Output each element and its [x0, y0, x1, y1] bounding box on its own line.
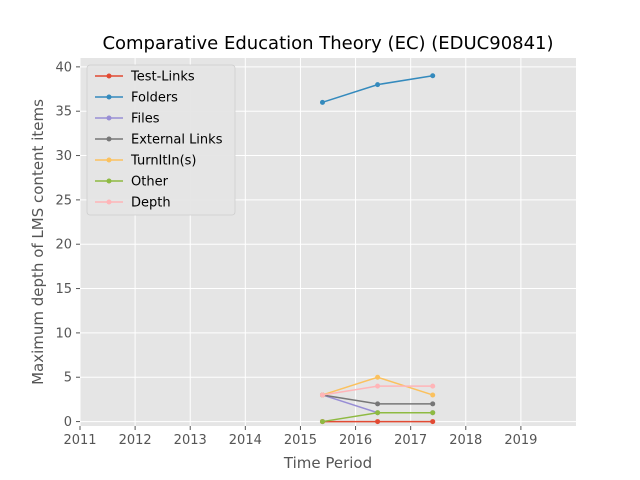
data-point	[375, 383, 381, 389]
x-axis-label: Time Period	[283, 454, 372, 472]
y-tick-label: 15	[55, 282, 72, 297]
y-axis-label: Maximum depth of LMS content items	[29, 99, 47, 385]
legend-item: TurnItIn(s)	[95, 154, 196, 169]
legend-marker	[106, 136, 112, 142]
legend-item: Other	[95, 175, 169, 190]
x-axis: 2011 2012 2013 2014 2015 2016 2017 2018 2019	[63, 426, 537, 448]
legend-label: Test-Links	[130, 70, 195, 85]
legend: Test-Links Folders Files External Links Turn…	[86, 64, 236, 216]
legend-item: Folders	[95, 91, 178, 106]
legend-label: Folders	[131, 91, 178, 106]
data-point	[319, 392, 325, 398]
y-tick-label: 30	[55, 149, 72, 164]
data-point	[430, 383, 436, 389]
x-tick-label: 2018	[449, 433, 482, 448]
legend-marker	[106, 199, 112, 205]
legend-label: External Links	[131, 133, 223, 148]
y-tick-label: 5	[64, 371, 72, 386]
legend-item: External Links	[95, 133, 223, 148]
x-tick-label: 2016	[339, 433, 372, 448]
legend-label: Depth	[131, 196, 171, 211]
series-other	[319, 410, 436, 425]
legend-label: Other	[131, 175, 169, 190]
data-point	[430, 419, 436, 425]
data-point	[319, 419, 325, 425]
legend-box	[86, 64, 236, 216]
legend-marker	[106, 94, 112, 100]
x-tick-label: 2011	[63, 433, 96, 448]
data-point	[375, 410, 381, 416]
legend-item: Test-Links	[95, 70, 195, 85]
legend-label: Files	[131, 112, 160, 127]
x-tick-label: 2014	[229, 433, 262, 448]
data-point	[375, 419, 381, 425]
series-depth	[319, 383, 436, 398]
y-tick-label: 25	[55, 193, 72, 208]
data-point	[430, 392, 436, 398]
data-point	[375, 82, 381, 88]
legend-marker	[106, 115, 112, 121]
x-tick-label: 2017	[394, 433, 427, 448]
series-folders	[319, 73, 436, 105]
data-point	[375, 374, 381, 380]
legend-label: TurnItIn(s)	[130, 154, 196, 169]
y-tick-label: 20	[55, 238, 72, 253]
x-tick-label: 2019	[504, 433, 537, 448]
legend-marker	[106, 178, 112, 184]
x-tick-label: 2013	[174, 433, 207, 448]
legend-marker	[106, 157, 112, 163]
data-point	[430, 73, 436, 79]
y-tick-label: 0	[64, 415, 72, 430]
data-point	[430, 401, 436, 407]
data-point	[375, 401, 381, 407]
legend-marker	[106, 73, 112, 79]
y-axis: 0 5 10 15 20 25 30 35 40	[55, 60, 80, 430]
y-tick-label: 10	[55, 326, 72, 341]
y-tick-label: 40	[55, 60, 72, 75]
data-point	[319, 99, 325, 105]
x-tick-label: 2012	[119, 433, 152, 448]
y-tick-label: 35	[55, 105, 72, 120]
chart-title: Comparative Education Theory (EC) (EDUC9…	[102, 33, 553, 54]
series-layer	[319, 73, 436, 425]
legend-item: Depth	[95, 196, 171, 211]
legend-item: Files	[95, 112, 160, 127]
data-point	[430, 410, 436, 416]
x-tick-label: 2015	[284, 433, 317, 448]
